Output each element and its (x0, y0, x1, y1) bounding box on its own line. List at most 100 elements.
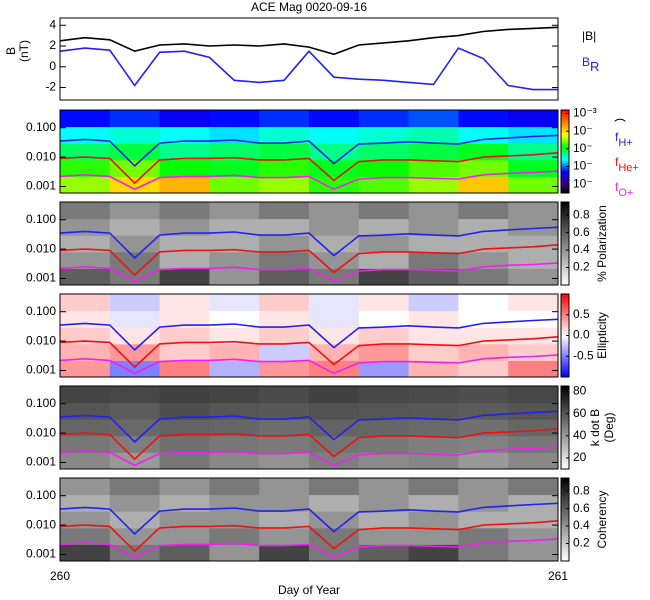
heatmap-cell (309, 202, 360, 220)
heatmap-cell (60, 251, 111, 269)
heatmap-cell (159, 494, 210, 512)
heatmap-cell (458, 402, 509, 420)
heatmap-cell (159, 294, 210, 312)
legend-label: fH+ (615, 130, 633, 149)
heatmap-cell (508, 360, 558, 377)
series-line (60, 410, 558, 444)
heatmap-cell (309, 327, 360, 345)
heatmap-cell (209, 310, 260, 328)
heatmap-cell (109, 452, 161, 469)
heatmap-cell (458, 251, 509, 269)
legend-label: |B| (582, 29, 596, 43)
series-line (60, 26, 558, 56)
y-tick-label: 0.001 (26, 271, 56, 285)
heatmap-cell (109, 419, 161, 437)
heatmap-cell (259, 159, 310, 177)
heatmap-cell (259, 511, 310, 529)
heatmap-cell (358, 527, 410, 545)
heatmap-cell (309, 435, 360, 453)
heatmap-cell (60, 110, 111, 128)
heatmap-cell (159, 402, 210, 420)
heatmap-cell (309, 110, 360, 128)
colorbar-tick-label: 0.2 (573, 260, 590, 274)
series-line (60, 152, 558, 185)
heatmap-cell (309, 494, 360, 512)
heatmap-cell (458, 294, 509, 312)
colorbar-tick-label: 0.8 (573, 483, 590, 497)
plot-frame (59, 385, 559, 470)
heatmap-cell (259, 176, 310, 193)
heatmap-cell (259, 452, 310, 469)
heatmap-cell (259, 268, 310, 285)
heatmap-cell (309, 452, 360, 469)
heatmap-cell (259, 110, 310, 128)
heatmap-cell (209, 327, 260, 345)
colorbar-label: (Deg) (602, 412, 616, 442)
y-tick-label: 0.100 (26, 396, 56, 410)
colorbar-tick-label: 0.4 (573, 518, 590, 532)
heatmap-cell (508, 235, 558, 253)
series-line (60, 134, 558, 168)
heatmap-cell (109, 386, 161, 404)
legend-name: f (615, 130, 619, 144)
heatmap-cell (508, 327, 558, 345)
legend-name: f (615, 180, 619, 194)
colorbar-label: k dot B (588, 409, 602, 446)
plot-frame (59, 293, 559, 378)
heatmap-cell (309, 544, 360, 561)
heatmap-cell (209, 511, 260, 529)
heatmap-cell (259, 419, 310, 437)
plot-frame (59, 17, 559, 101)
heatmap-cell (408, 494, 459, 512)
heatmap-cell (458, 452, 509, 469)
heatmap-cell (358, 327, 410, 345)
heatmap-cell (60, 527, 111, 545)
heatmap-cell (408, 452, 459, 469)
heatmap-cell (109, 251, 161, 269)
colorbar-tick-label: 0.6 (573, 225, 590, 239)
heatmap-cell (109, 327, 161, 345)
heatmap-cell (408, 343, 459, 361)
heatmap-cell (109, 235, 161, 253)
legend-subscript: O+ (618, 187, 633, 199)
heatmap-cell (109, 143, 161, 161)
heatmap-cell (408, 251, 459, 269)
heatmap-cell (408, 511, 459, 529)
heatmap-cell (508, 310, 558, 328)
y-tick-label: 0.010 (26, 149, 56, 163)
heatmap-cell (159, 343, 210, 361)
heatmap-cell (159, 478, 210, 496)
heatmap-cell (309, 235, 360, 253)
heatmap-cell (408, 294, 459, 312)
heatmap-cell (259, 360, 310, 377)
heatmap-cell (408, 110, 459, 128)
heatmap-cell (408, 126, 459, 144)
legend-subscript: He+ (618, 162, 639, 174)
heatmap-cell (358, 494, 410, 512)
heatmap-cell (508, 143, 558, 161)
heatmap-cell (159, 235, 210, 253)
heatmap-cell (309, 527, 360, 545)
panel (60, 202, 558, 285)
y-tick-label: 2 (49, 38, 56, 52)
y-axis-label: (nT) (17, 40, 31, 62)
y-tick-label: 0.001 (26, 363, 56, 377)
x-tick-label: 261 (548, 569, 568, 583)
heatmap-cell (109, 176, 161, 193)
heatmap-cell (358, 402, 410, 420)
heatmap-cell (259, 402, 310, 420)
legend-name: f (615, 155, 619, 169)
heatmap-cell (408, 235, 459, 253)
heatmap-cell (408, 402, 459, 420)
heatmap-cell (209, 159, 260, 177)
heatmap-cell (408, 544, 459, 561)
heatmap-cell (209, 343, 260, 361)
heatmap-cell (259, 143, 310, 161)
x-axis-label: Day of Year (278, 583, 340, 597)
heatmap-cell (60, 143, 111, 161)
heatmap-cell (60, 478, 111, 496)
heatmap-cell (209, 202, 260, 220)
series-line (60, 226, 558, 260)
heatmap-cell (508, 159, 558, 177)
heatmap-cell (309, 478, 360, 496)
